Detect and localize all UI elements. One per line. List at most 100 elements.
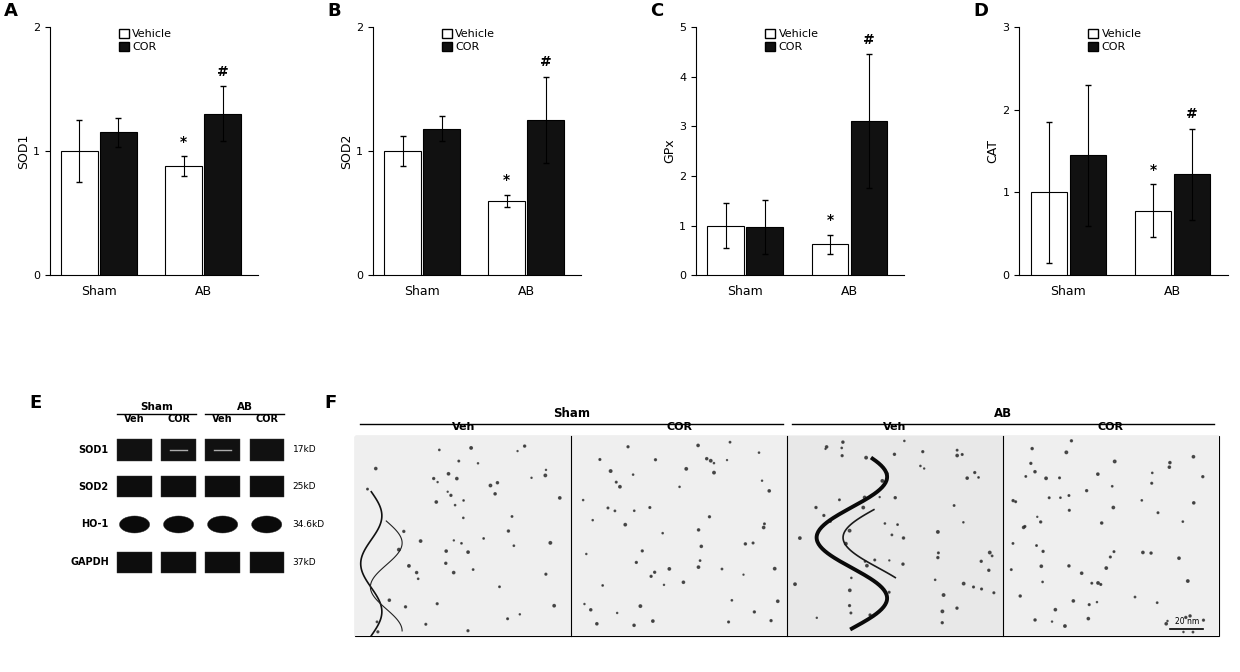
Point (761, 616, 781, 626)
Point (536, 470, 556, 480)
Bar (249, 476, 284, 497)
Point (454, 513, 474, 523)
Text: *: * (1149, 163, 1157, 177)
Point (712, 564, 732, 575)
Text: AB: AB (994, 407, 1012, 421)
Text: COR: COR (255, 414, 278, 424)
Point (1091, 579, 1111, 590)
Point (608, 607, 627, 618)
Point (785, 579, 805, 589)
Point (1002, 564, 1022, 575)
Point (743, 538, 763, 548)
Point (864, 554, 884, 565)
Point (580, 604, 600, 615)
Point (1025, 615, 1045, 626)
Bar (249, 439, 284, 460)
Point (719, 617, 739, 628)
Point (626, 557, 646, 568)
Point (1025, 466, 1045, 477)
Point (630, 601, 650, 612)
Bar (206, 439, 239, 460)
Y-axis label: SOD2: SOD2 (340, 133, 353, 169)
Point (928, 552, 947, 563)
Point (444, 535, 464, 546)
Point (618, 442, 637, 452)
Point (910, 460, 930, 471)
Point (451, 538, 471, 549)
Point (839, 600, 859, 611)
Point (676, 464, 696, 474)
Point (536, 464, 556, 475)
Point (1032, 561, 1052, 572)
Bar (118, 476, 151, 497)
Point (544, 600, 564, 611)
Point (768, 596, 787, 607)
Point (697, 454, 717, 464)
Point (1176, 612, 1195, 623)
Point (947, 445, 967, 456)
Point (861, 610, 880, 620)
Point (830, 495, 849, 505)
Point (407, 567, 427, 578)
Point (873, 476, 893, 487)
Point (600, 466, 620, 476)
Text: C: C (650, 2, 663, 20)
Point (982, 550, 1002, 561)
Point (490, 581, 510, 592)
Point (965, 467, 985, 478)
Point (593, 580, 613, 591)
Point (753, 475, 773, 486)
Point (1173, 516, 1193, 527)
Bar (746, 227, 782, 276)
Point (1184, 497, 1204, 508)
Point (971, 556, 991, 566)
Point (399, 560, 419, 571)
Point (1102, 481, 1122, 492)
Point (1022, 444, 1042, 454)
Bar (205, 114, 241, 276)
Point (624, 505, 644, 516)
Point (952, 449, 972, 460)
Point (932, 618, 952, 628)
Point (1178, 576, 1198, 587)
Point (817, 442, 837, 452)
Point (1159, 457, 1179, 468)
Ellipse shape (207, 516, 238, 533)
Point (879, 587, 899, 597)
Text: A: A (4, 2, 17, 20)
Point (1156, 618, 1176, 629)
Point (754, 522, 774, 533)
Text: COR: COR (1097, 421, 1123, 431)
Bar (851, 121, 888, 276)
Point (807, 612, 827, 623)
Point (670, 481, 689, 492)
Text: AB: AB (237, 402, 253, 412)
Point (1180, 611, 1200, 622)
Text: *: * (180, 134, 187, 149)
Point (688, 440, 708, 451)
Point (642, 616, 662, 626)
Point (893, 558, 913, 569)
Point (1055, 621, 1075, 632)
Point (790, 533, 810, 544)
Point (446, 473, 466, 484)
Point (510, 609, 529, 620)
Text: SOD1: SOD1 (78, 445, 109, 455)
Point (481, 480, 501, 491)
Text: #: # (1187, 108, 1198, 121)
Bar (423, 129, 460, 276)
Point (957, 473, 977, 484)
Point (853, 502, 873, 513)
Text: COR: COR (666, 421, 692, 431)
Point (879, 555, 899, 566)
Point (877, 468, 897, 479)
Point (1159, 462, 1179, 472)
Point (885, 493, 905, 503)
Point (1013, 522, 1033, 533)
Point (1071, 568, 1091, 579)
Point (1076, 485, 1096, 496)
Text: COR: COR (167, 414, 190, 424)
Point (947, 450, 967, 461)
Y-axis label: CAT: CAT (987, 139, 999, 163)
Text: *: * (826, 213, 833, 227)
